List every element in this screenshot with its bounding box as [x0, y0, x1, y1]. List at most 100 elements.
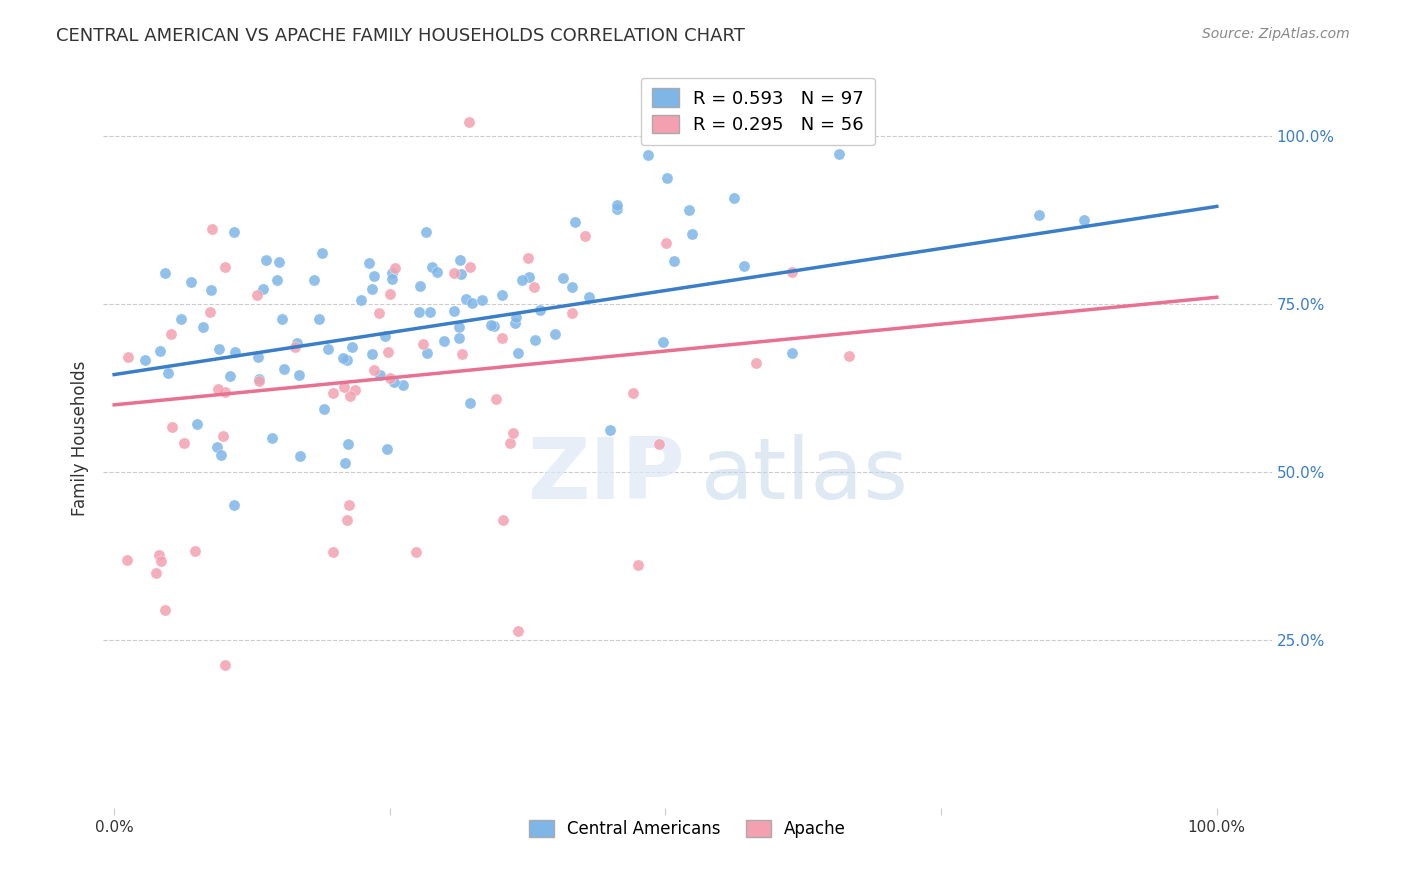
Point: [523, 333, 546, 347]
Point: [621, 386, 644, 401]
Point: [375, 442, 398, 456]
Point: [460, 260, 482, 274]
Point: [285, 336, 308, 351]
Point: [485, 392, 508, 406]
Point: [284, 341, 307, 355]
Point: [219, 368, 242, 383]
Point: [491, 287, 513, 301]
Point: [344, 384, 367, 398]
Point: [382, 375, 405, 389]
Point: [200, 283, 222, 297]
Point: [288, 368, 311, 383]
Point: [655, 170, 678, 185]
Point: [415, 225, 437, 239]
Point: [419, 305, 441, 319]
Point: [224, 498, 246, 512]
Text: ZIP: ZIP: [527, 434, 685, 517]
Point: [652, 334, 675, 349]
Point: [157, 366, 180, 380]
Point: [662, 253, 685, 268]
Point: [516, 251, 538, 265]
Point: [367, 306, 389, 320]
Point: [363, 362, 385, 376]
Point: [561, 280, 583, 294]
Point: [508, 346, 530, 360]
Point: [378, 371, 401, 385]
Point: [332, 351, 354, 365]
Point: [381, 267, 404, 281]
Point: [503, 316, 526, 330]
Point: [193, 320, 215, 334]
Point: [449, 252, 471, 267]
Point: [333, 456, 356, 470]
Point: [246, 288, 269, 302]
Point: [381, 271, 404, 285]
Point: [374, 329, 396, 343]
Point: [426, 265, 449, 279]
Point: [273, 362, 295, 376]
Point: [458, 396, 481, 410]
Point: [723, 191, 745, 205]
Point: [170, 312, 193, 326]
Point: [1028, 208, 1050, 222]
Point: [361, 281, 384, 295]
Point: [134, 352, 156, 367]
Point: [443, 266, 465, 280]
Point: [254, 252, 277, 267]
Point: [681, 227, 703, 241]
Point: [745, 355, 768, 369]
Point: [249, 371, 271, 385]
Point: [544, 326, 567, 341]
Point: [564, 215, 586, 229]
Point: [443, 303, 465, 318]
Point: [451, 347, 474, 361]
Point: [510, 273, 533, 287]
Point: [392, 378, 415, 392]
Point: [337, 436, 360, 450]
Point: [408, 305, 430, 319]
Point: [205, 440, 228, 454]
Point: [648, 436, 671, 450]
Point: [599, 423, 621, 437]
Point: [574, 229, 596, 244]
Point: [267, 255, 290, 269]
Point: [499, 435, 522, 450]
Point: [361, 346, 384, 360]
Point: [551, 271, 574, 285]
Point: [198, 304, 221, 318]
Point: [322, 545, 344, 559]
Point: [207, 382, 229, 396]
Point: [290, 449, 312, 463]
Point: [492, 513, 515, 527]
Point: [529, 302, 551, 317]
Point: [655, 235, 678, 250]
Point: [454, 292, 477, 306]
Point: [340, 340, 363, 354]
Point: [578, 290, 600, 304]
Point: [246, 350, 269, 364]
Point: [378, 287, 401, 301]
Point: [311, 245, 333, 260]
Point: [173, 435, 195, 450]
Point: [479, 318, 502, 332]
Point: [637, 148, 659, 162]
Point: [368, 368, 391, 383]
Point: [780, 346, 803, 360]
Point: [838, 349, 860, 363]
Point: [224, 345, 246, 359]
Point: [318, 342, 340, 356]
Point: [678, 202, 700, 217]
Point: [333, 379, 356, 393]
Point: [416, 346, 439, 360]
Point: [337, 499, 360, 513]
Point: [363, 268, 385, 283]
Point: [606, 197, 628, 211]
Point: [606, 202, 628, 216]
Point: [420, 260, 443, 274]
Point: [505, 310, 527, 324]
Point: [450, 267, 472, 281]
Point: [336, 352, 359, 367]
Point: [222, 226, 245, 240]
Point: [115, 553, 138, 567]
Point: [200, 222, 222, 236]
